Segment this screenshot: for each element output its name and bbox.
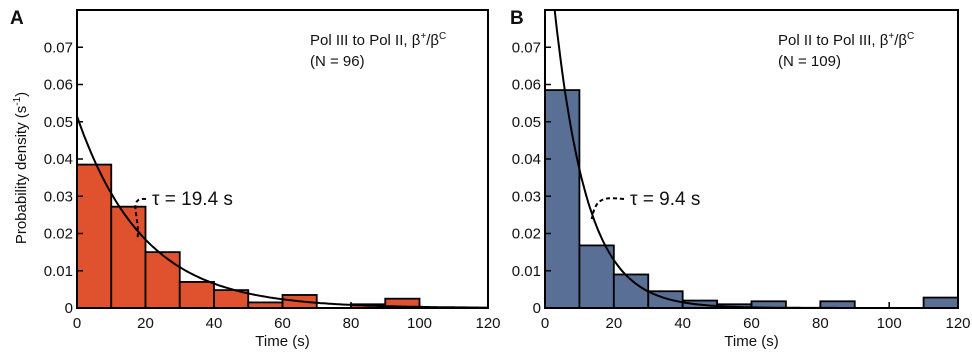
y-tick-label: 0.02 xyxy=(512,226,541,243)
y-tick-label: 0.01 xyxy=(44,263,73,280)
x-tick-label: 20 xyxy=(605,315,622,332)
x-tick-label: 120 xyxy=(945,315,970,332)
x-tick-label: 120 xyxy=(475,315,500,332)
exp-fit-curve-b xyxy=(553,9,958,309)
y-tick-label: 0.05 xyxy=(512,114,541,131)
legend-line1-a: Pol III to Pol II, β+/βC xyxy=(310,31,446,49)
x-tick-label: 40 xyxy=(206,315,223,332)
x-axis-label-b: Time (s) xyxy=(724,333,778,350)
panel-letter-b: B xyxy=(510,8,524,29)
y-tick-label: 0.03 xyxy=(44,188,73,205)
histogram-bar xyxy=(578,244,615,309)
tau-label-a: τ = 19.4 s xyxy=(152,189,233,210)
y-tick-label: 0.03 xyxy=(512,188,541,205)
histogram-bar xyxy=(922,296,959,309)
x-tick-label: 0 xyxy=(73,315,81,332)
x-tick-label: 80 xyxy=(343,315,360,332)
y-tick-label: 0.04 xyxy=(512,151,541,168)
y-tick-label: 0.06 xyxy=(512,77,541,94)
tau-pointer-b xyxy=(590,197,625,220)
legend-line1-b: Pol II to Pol III, β+/βC xyxy=(778,31,914,49)
panel-letter-a: A xyxy=(10,8,24,29)
legend-line2-b: (N = 109) xyxy=(778,53,841,70)
histogram-bars-a xyxy=(76,163,421,309)
histogram-bar xyxy=(544,89,581,309)
y-tick-label: 0.06 xyxy=(44,77,73,94)
x-tick-labels-a: 0 20 40 60 80 100 120 xyxy=(73,302,501,332)
panel-a: A τ = 19.4 s 0 0.01 0.02 0.03 0.04 0.05 0.06 0.… xyxy=(10,8,501,350)
y-tick-label: 0.07 xyxy=(44,39,73,56)
plot-frame-a xyxy=(76,9,489,309)
plot-frame-b xyxy=(544,9,959,309)
x-axis-label-a: Time (s) xyxy=(255,333,309,350)
legend-line2-a: (N = 96) xyxy=(310,53,365,70)
y-tick-label: 0.04 xyxy=(44,151,73,168)
tau-pointer-a xyxy=(134,197,147,241)
x-tick-label: 80 xyxy=(812,315,829,332)
x-tick-label: 60 xyxy=(743,315,760,332)
y-tick-label: 0.01 xyxy=(512,263,541,280)
x-tick-label: 100 xyxy=(877,315,902,332)
y-tick-label: 0 xyxy=(533,300,541,317)
y-tick-label: 0.05 xyxy=(44,114,73,131)
histogram-bar xyxy=(178,281,215,309)
x-tick-label: 60 xyxy=(274,315,291,332)
x-tick-labels-b: 0 20 40 60 80 100 120 xyxy=(541,302,971,332)
histogram-bar xyxy=(144,251,181,309)
tau-label-b: τ = 9.4 s xyxy=(630,189,700,210)
y-tick-labels-a: 0 0.01 0.02 0.03 0.04 0.05 0.06 0.07 xyxy=(44,39,83,317)
panel-b: B τ = 9.4 s 0 0.01 0.02 0.03 0.04 0.05 0.06 0.0… xyxy=(510,8,971,350)
y-tick-labels-b: 0 0.01 0.02 0.03 0.04 0.05 0.06 0.07 xyxy=(512,39,551,317)
y-tick-label: 0.02 xyxy=(44,226,73,243)
x-tick-label: 0 xyxy=(541,315,549,332)
y-axis-label: Probability density (s-1) xyxy=(12,92,30,244)
x-tick-label: 100 xyxy=(407,315,432,332)
x-tick-label: 40 xyxy=(674,315,691,332)
y-tick-label: 0.07 xyxy=(512,39,541,56)
histogram-bar xyxy=(110,205,147,309)
x-tick-label: 20 xyxy=(137,315,154,332)
y-tick-label: 0 xyxy=(65,300,73,317)
